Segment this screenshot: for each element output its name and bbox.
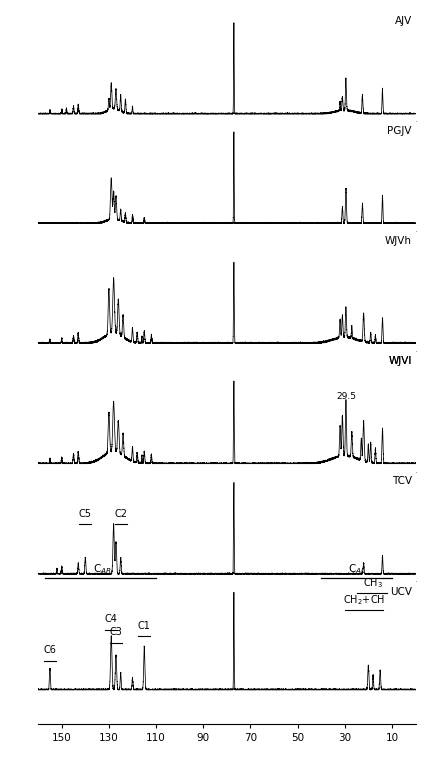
- Text: C2: C2: [114, 509, 127, 519]
- Text: TCV: TCV: [392, 476, 412, 486]
- Text: PGJV: PGJV: [387, 125, 412, 135]
- Text: C4: C4: [105, 614, 118, 624]
- Text: UCV: UCV: [390, 587, 412, 597]
- Text: WJVh: WJVh: [385, 235, 412, 245]
- Text: WJVl: WJVl: [388, 356, 412, 366]
- Text: WJVl: WJVl: [388, 356, 412, 366]
- Text: AJV: AJV: [394, 16, 412, 26]
- Text: C1: C1: [138, 621, 151, 631]
- Text: C$_{AL}$: C$_{AL}$: [348, 562, 365, 576]
- Text: C$_{AR}$: C$_{AR}$: [92, 562, 111, 576]
- Text: CH$_2$+CH: CH$_2$+CH: [343, 593, 385, 607]
- Text: CH$_3$: CH$_3$: [363, 576, 383, 590]
- Text: C6: C6: [44, 645, 56, 655]
- Text: 29.5: 29.5: [336, 392, 356, 402]
- Text: C3: C3: [109, 628, 123, 638]
- Text: C5: C5: [79, 509, 92, 519]
